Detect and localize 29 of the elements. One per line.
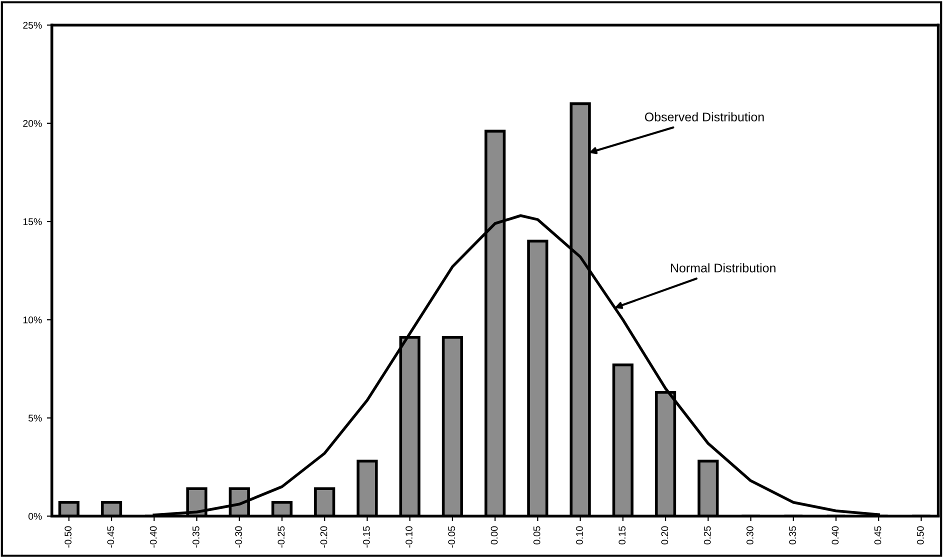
x-tick-label: 0.10 (576, 526, 583, 544)
x-tick-label: 0.35 (789, 526, 796, 544)
y-tick-label: 5% (28, 414, 42, 422)
x-tick-label: -0.45 (107, 526, 114, 548)
x-tick-label: 0.30 (746, 526, 754, 544)
x-tick-label: 0.45 (874, 526, 882, 544)
y-tick-label: 20% (23, 120, 42, 127)
y-tick-label: 10% (23, 316, 42, 324)
x-tick-label: 0.00 (490, 526, 498, 544)
x-tick-label: 0.05 (533, 526, 540, 544)
x-tick-label: -0.30 (235, 526, 242, 548)
x-tick-label: 0.40 (832, 526, 839, 544)
x-tick-label: 0.15 (618, 526, 626, 544)
x-tick-label: 0.50 (916, 526, 924, 544)
x-tick-label: -0.40 (150, 526, 157, 548)
x-tick-label: 0.20 (661, 526, 668, 544)
x-tick-label: -0.25 (278, 526, 285, 548)
x-tick-label: 0.25 (704, 526, 711, 544)
x-tick-label: -0.10 (406, 526, 412, 548)
y-tick-label: 25% (23, 22, 42, 29)
y-tick-label: 0% (28, 512, 42, 520)
x-tick-label: -0.50 (64, 526, 72, 548)
x-tick-label: -0.15 (362, 526, 370, 548)
x-tick-label: -0.20 (320, 526, 328, 548)
y-tick-label: 15% (23, 218, 42, 226)
x-tick-label: -0.35 (192, 526, 200, 548)
annotation: Normal Distribution (670, 263, 776, 272)
x-tick-label: -0.05 (448, 526, 456, 548)
annotation: Observed Distribution (644, 112, 764, 122)
